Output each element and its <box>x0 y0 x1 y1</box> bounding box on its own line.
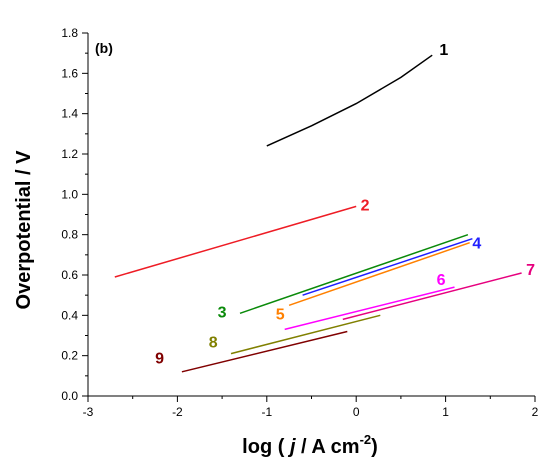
series-label-7: 7 <box>526 262 535 279</box>
x-tick-label: 1 <box>442 405 449 419</box>
x-tick-label: -2 <box>172 405 183 419</box>
series-label-1: 1 <box>439 42 448 59</box>
x-title-sup: -2 <box>360 432 372 447</box>
y-tick-label: 0.8 <box>61 228 78 242</box>
panel-label: (b) <box>95 40 113 56</box>
series-line-5 <box>288 241 470 307</box>
y-tick-label: 1.8 <box>61 26 78 40</box>
series-line-3 <box>239 233 469 315</box>
x-title-italic: j <box>287 436 296 458</box>
y-tick-label: 1.2 <box>61 147 78 161</box>
series-labels: 1 2 3 4 5 6 7 8 9 <box>155 42 535 368</box>
x-tick-label: -3 <box>83 405 94 419</box>
axes: -3 -2 -1 0 1 2 0.0 0.2 0.4 0.6 0.8 1.0 1.2 1.4 1.6 1.8 <box>61 26 538 419</box>
series-line-7 <box>342 272 522 321</box>
x-title-middle: / A cm <box>296 436 360 458</box>
series-line-2 <box>114 205 357 278</box>
series-line-1 <box>266 54 433 147</box>
y-axis-title: Overpotential / V <box>13 150 35 310</box>
x-tick-label: -1 <box>261 405 272 419</box>
series-line-4 <box>302 237 473 296</box>
x-title-prefix: log ( <box>242 436 290 458</box>
series-label-9: 9 <box>155 351 164 368</box>
series-label-2: 2 <box>361 197 370 214</box>
x-tick-label: 2 <box>532 405 539 419</box>
series-label-6: 6 <box>437 272 446 289</box>
series-line-9 <box>181 330 348 373</box>
y-tick-label: 0.2 <box>61 349 78 363</box>
series-label-4: 4 <box>472 236 481 253</box>
y-tick-label: 1.0 <box>61 187 78 201</box>
series-line-6 <box>284 286 455 331</box>
series-label-3: 3 <box>218 304 227 321</box>
y-tick-label: 0.6 <box>61 268 78 282</box>
y-tick-label: 0.4 <box>61 308 78 322</box>
x-tick-label: 0 <box>353 405 360 419</box>
x-title-suffix: ) <box>371 436 378 458</box>
series-label-5: 5 <box>276 306 285 323</box>
series-line-8 <box>230 314 381 355</box>
x-axis-title: log ( j / A cm-2) <box>242 432 378 458</box>
y-tick-label: 1.6 <box>61 66 78 80</box>
series-label-8: 8 <box>209 335 218 352</box>
y-tick-label: 0.0 <box>61 389 78 403</box>
y-tick-label: 1.4 <box>61 107 78 121</box>
series-lines <box>114 54 522 373</box>
